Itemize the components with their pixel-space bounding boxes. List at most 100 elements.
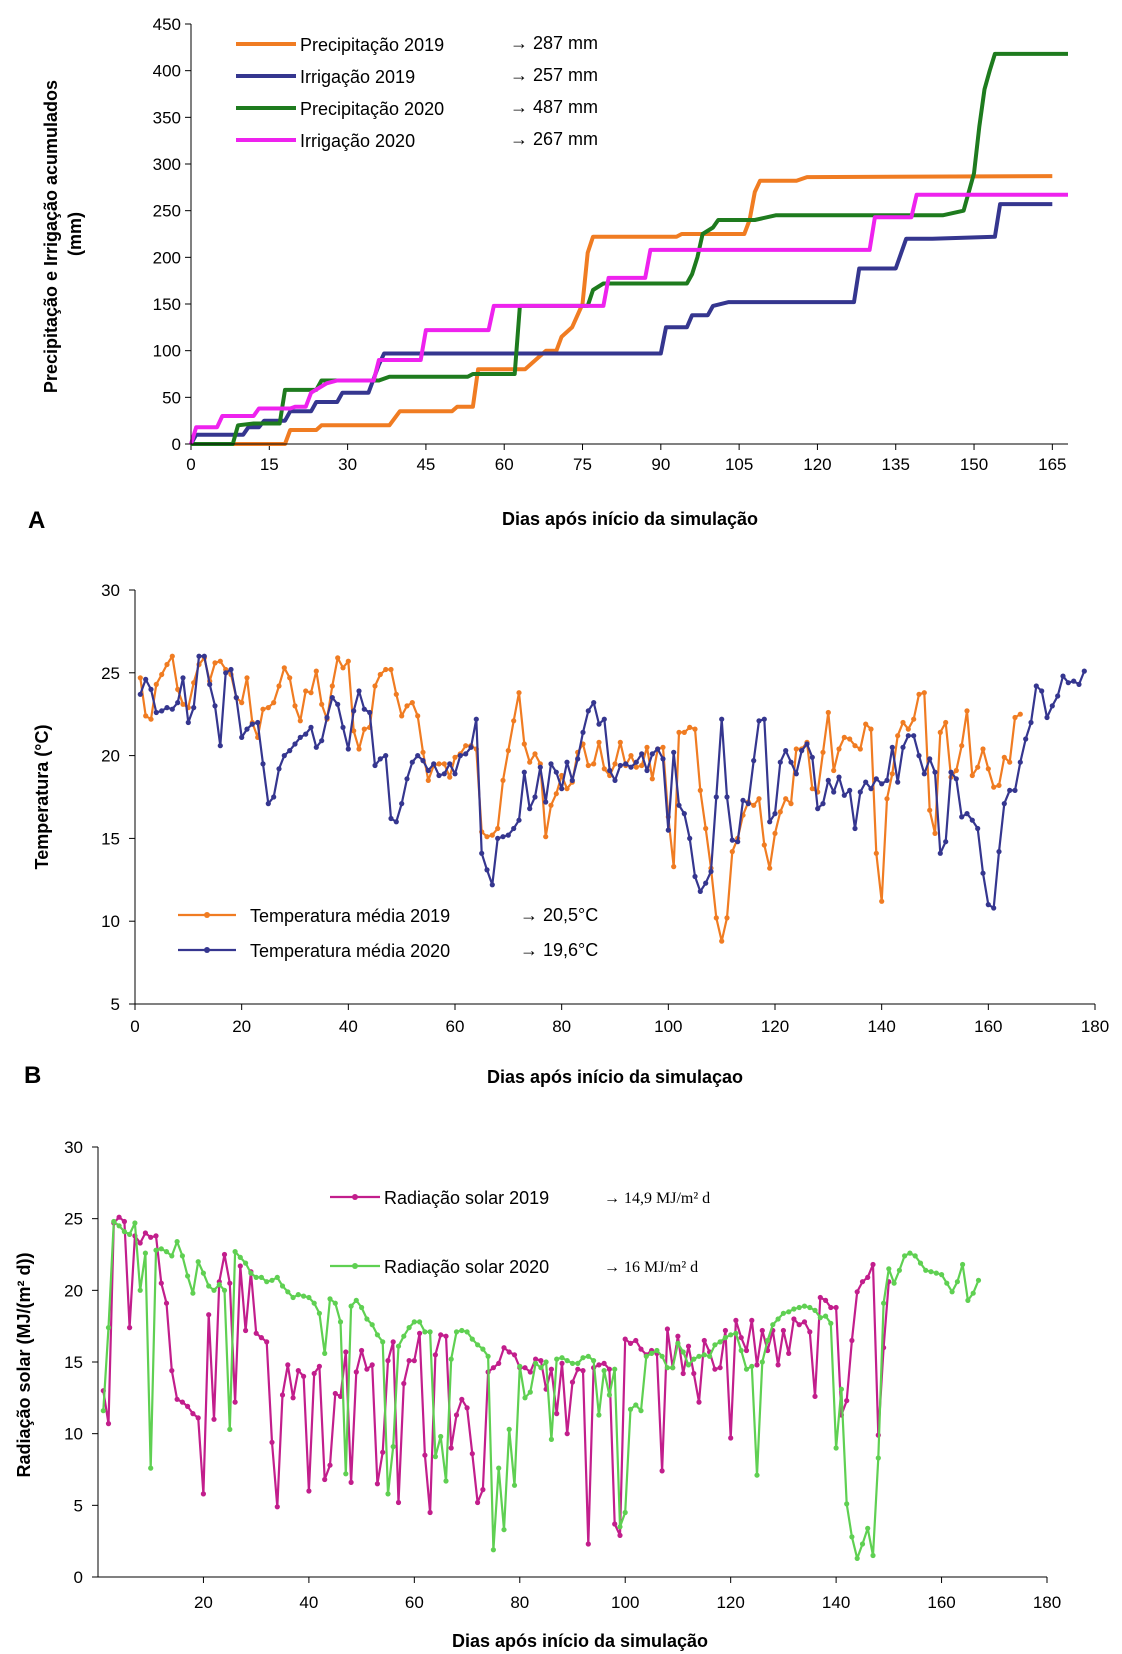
data-point-temperatura-media-2020 — [889, 744, 895, 750]
data-point-temperatura-media-2019 — [271, 700, 277, 706]
data-point-temperatura-media-2019 — [975, 764, 981, 770]
data-point-temperatura-media-2019 — [783, 796, 789, 802]
data-point-temperatura-media-2020 — [617, 762, 623, 769]
data-point-radiacao-solar-2019 — [311, 1370, 317, 1377]
data-point-temperatura-media-2020 — [644, 767, 650, 774]
data-point-radiacao-solar-2020 — [411, 1319, 417, 1325]
data-point-temperatura-media-2019 — [265, 705, 271, 711]
data-point-temperatura-media-2020 — [783, 748, 789, 754]
data-point-temperatura-media-2020 — [980, 870, 986, 876]
data-point-radiacao-solar-2020 — [464, 1329, 470, 1335]
data-point-radiacao-solar-2020 — [216, 1282, 222, 1288]
data-point-temperatura-media-2020 — [436, 772, 442, 779]
data-point-radiacao-solar-2020 — [580, 1355, 586, 1361]
data-point-radiacao-solar-2020 — [923, 1267, 929, 1273]
data-point-radiacao-solar-2020 — [770, 1322, 776, 1328]
data-point-radiacao-solar-2020 — [190, 1290, 196, 1296]
data-point-radiacao-solar-2019 — [148, 1234, 154, 1240]
data-point-radiacao-solar-2020 — [575, 1360, 581, 1366]
data-point-temperatura-media-2019 — [372, 683, 378, 689]
data-point-radiacao-solar-2020 — [859, 1541, 866, 1547]
data-point-radiacao-solar-2020 — [886, 1266, 892, 1272]
data-point-radiacao-solar-2020 — [654, 1347, 660, 1354]
data-point-radiacao-solar-2019 — [733, 1317, 739, 1323]
panel-c-xlabel: Dias após início da simulação — [452, 1631, 708, 1651]
data-point-radiacao-solar-2019 — [301, 1373, 307, 1379]
data-point-temperatura-media-2019 — [985, 766, 991, 772]
data-point-radiacao-solar-2020 — [954, 1279, 961, 1285]
data-point-temperatura-media-2019 — [697, 787, 703, 794]
data-point-radiacao-solar-2019 — [237, 1263, 243, 1269]
data-point-temperatura-media-2019 — [564, 786, 570, 792]
data-point-temperatura-media-2020 — [516, 817, 522, 823]
panel-c-x-tick-label: 80 — [510, 1593, 529, 1612]
data-point-temperatura-media-2019 — [969, 772, 975, 779]
data-point-temperatura-media-2019 — [164, 661, 170, 668]
panel-a-x-tick-label: 135 — [882, 455, 910, 474]
data-point-radiacao-solar-2020 — [522, 1395, 528, 1401]
data-point-temperatura-media-2019 — [308, 690, 314, 696]
data-point-radiacao-solar-2019 — [511, 1352, 518, 1358]
data-point-radiacao-solar-2019 — [522, 1365, 528, 1371]
data-point-radiacao-solar-2020 — [838, 1386, 845, 1392]
panel-a-x-tick-label: 15 — [260, 455, 279, 474]
data-point-temperatura-media-2020 — [393, 819, 399, 825]
data-point-radiacao-solar-2020 — [823, 1313, 829, 1319]
data-point-temperatura-media-2020 — [676, 802, 682, 808]
data-point-temperatura-media-2020 — [324, 714, 330, 721]
data-point-temperatura-media-2020 — [713, 794, 719, 800]
data-point-radiacao-solar-2019 — [169, 1368, 175, 1374]
data-point-temperatura-media-2020 — [473, 716, 479, 722]
data-point-radiacao-solar-2020 — [301, 1293, 307, 1299]
data-point-radiacao-solar-2019 — [105, 1421, 112, 1427]
legend-marker-radiacao-solar-2020 — [352, 1263, 358, 1269]
data-point-temperatura-media-2020 — [303, 731, 309, 737]
data-point-radiacao-solar-2020 — [517, 1363, 523, 1369]
data-point-radiacao-solar-2020 — [707, 1353, 713, 1359]
data-point-radiacao-solar-2020 — [791, 1306, 797, 1312]
data-point-temperatura-media-2019 — [281, 665, 287, 671]
panel-b-ylabel: Temperatura (°C) — [32, 725, 52, 870]
data-point-temperatura-media-2019 — [345, 658, 351, 664]
data-point-temperatura-media-2020 — [655, 746, 661, 752]
data-point-temperatura-media-2020 — [879, 781, 885, 787]
data-point-radiacao-solar-2019 — [854, 1289, 860, 1295]
panel-a-y-tick-label: 450 — [153, 15, 181, 34]
data-point-temperatura-media-2019 — [1007, 759, 1013, 765]
panel-c-y-tick-label: 30 — [64, 1138, 83, 1157]
data-point-temperatura-media-2020 — [1055, 693, 1061, 699]
data-point-radiacao-solar-2019 — [828, 1304, 834, 1311]
data-point-temperatura-media-2019 — [356, 746, 362, 752]
data-point-temperatura-media-2019 — [244, 675, 250, 681]
data-point-radiacao-solar-2019 — [722, 1327, 729, 1334]
data-point-radiacao-solar-2020 — [322, 1350, 328, 1356]
series-line-temperatura-media-2020 — [139, 655, 1086, 910]
data-point-radiacao-solar-2019 — [264, 1339, 270, 1345]
data-point-temperatura-media-2020 — [777, 759, 783, 765]
data-point-temperatura-media-2019 — [553, 791, 559, 797]
data-point-temperatura-media-2020 — [580, 729, 586, 736]
data-point-temperatura-media-2019 — [788, 801, 794, 807]
data-point-radiacao-solar-2020 — [453, 1329, 460, 1335]
data-point-temperatura-media-2019 — [681, 729, 687, 736]
data-point-radiacao-solar-2020 — [264, 1279, 270, 1285]
data-point-temperatura-media-2019 — [447, 774, 453, 780]
data-point-radiacao-solar-2020 — [643, 1353, 649, 1359]
data-point-temperatura-media-2020 — [244, 726, 250, 732]
data-point-radiacao-solar-2020 — [659, 1353, 665, 1359]
data-point-temperatura-media-2020 — [377, 756, 383, 762]
data-point-temperatura-media-2019 — [383, 666, 389, 673]
series-line-radiacao-solar-2019 — [102, 1216, 890, 1546]
data-point-temperatura-media-2020 — [916, 753, 922, 759]
data-point-radiacao-solar-2019 — [617, 1532, 623, 1538]
data-point-radiacao-solar-2019 — [269, 1439, 275, 1445]
data-point-temperatura-media-2020 — [137, 691, 143, 697]
data-point-radiacao-solar-2020 — [343, 1471, 349, 1477]
panel-a-x-tick-label: 165 — [1038, 455, 1066, 474]
data-point-radiacao-solar-2020 — [617, 1524, 623, 1530]
panel-a-y-tick-label: 250 — [153, 202, 181, 221]
data-point-temperatura-media-2020 — [852, 825, 858, 832]
data-point-radiacao-solar-2020 — [195, 1259, 201, 1265]
data-point-radiacao-solar-2020 — [475, 1342, 481, 1348]
data-point-radiacao-solar-2019 — [359, 1347, 365, 1354]
